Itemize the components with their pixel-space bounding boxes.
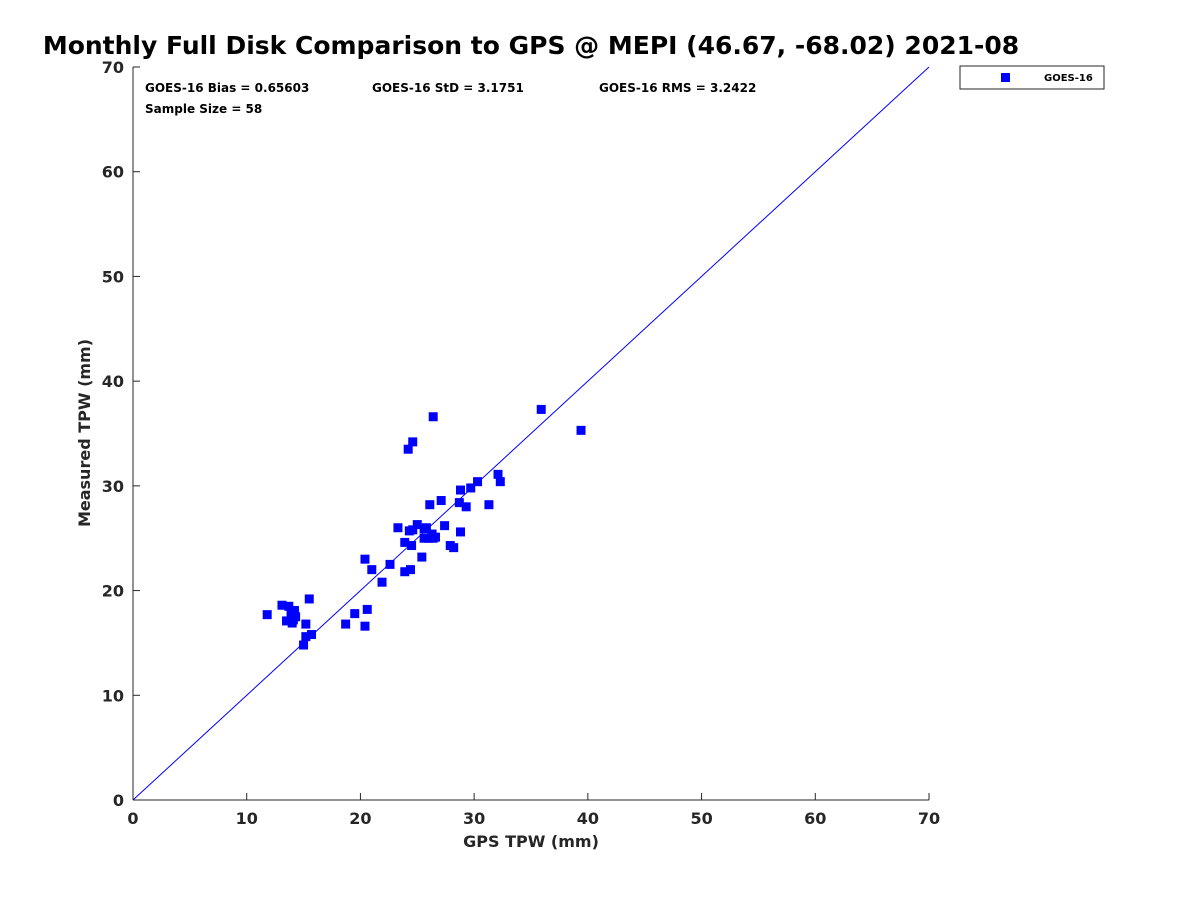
data-point — [428, 412, 438, 422]
x-tick-label: 30 — [463, 809, 485, 828]
data-point — [341, 619, 351, 629]
y-tick-label: 10 — [102, 686, 124, 705]
x-tick-label: 70 — [918, 809, 940, 828]
y-axis-label: Measured TPW (mm) — [75, 339, 94, 527]
data-point — [495, 477, 505, 487]
data-points — [262, 404, 586, 650]
data-point — [576, 425, 586, 435]
data-point — [536, 404, 546, 414]
data-point — [299, 640, 309, 650]
data-point — [484, 500, 494, 510]
y-tick-label: 40 — [102, 372, 124, 391]
data-point — [461, 502, 471, 512]
data-point — [408, 525, 418, 535]
data-point — [455, 485, 465, 495]
bias-stat: GOES-16 Bias = 0.65603 — [145, 81, 309, 95]
x-tick-label: 60 — [804, 809, 826, 828]
legend-marker-square — [1001, 73, 1010, 82]
x-tick-label: 50 — [690, 809, 712, 828]
data-point — [400, 537, 410, 547]
data-point — [287, 618, 297, 628]
data-point — [403, 444, 413, 454]
data-point — [466, 483, 476, 493]
data-point — [421, 523, 431, 533]
axis-ticks: 0 10 20 30 40 50 60 70 0 10 20 30 40 50 60 70 — [102, 58, 940, 828]
sample-size-stat: Sample Size = 58 — [145, 102, 262, 116]
data-point — [277, 600, 287, 610]
data-point — [377, 577, 387, 587]
data-point — [367, 565, 377, 575]
chart-title: Monthly Full Disk Comparison to GPS @ ME… — [43, 31, 1019, 60]
y-tick-label: 60 — [102, 163, 124, 182]
y-tick-label: 20 — [102, 582, 124, 601]
one-to-one-reference-line — [132, 66, 930, 801]
x-tick-label: 0 — [127, 809, 138, 828]
data-point — [291, 612, 301, 622]
data-point — [304, 594, 314, 604]
data-point — [400, 567, 410, 577]
data-point — [307, 630, 317, 640]
data-point — [262, 610, 272, 620]
data-point — [430, 532, 440, 542]
data-point — [493, 469, 503, 479]
data-point — [455, 527, 465, 537]
x-tick-label: 20 — [349, 809, 371, 828]
data-point — [440, 521, 450, 531]
data-point — [417, 552, 427, 562]
data-point — [412, 520, 422, 530]
legend-label-goes-16: GOES-16 — [1044, 73, 1093, 84]
x-axis-label: GPS TPW (mm) — [463, 832, 599, 851]
data-point — [425, 500, 435, 510]
std-stat: GOES-16 StD = 3.1751 — [372, 81, 524, 95]
data-point — [362, 604, 372, 614]
rms-stat: GOES-16 RMS = 3.2422 — [599, 81, 756, 95]
x-tick-label: 40 — [577, 809, 599, 828]
data-point — [436, 496, 446, 506]
legend-box — [959, 65, 1105, 90]
data-point — [284, 601, 294, 611]
x-tick-label: 10 — [236, 809, 258, 828]
data-point — [301, 632, 311, 642]
plot-area: 0 10 20 30 40 50 60 70 0 10 20 30 40 50 60 70 — [102, 58, 940, 828]
data-point — [405, 565, 415, 575]
data-point — [454, 498, 464, 508]
data-point — [408, 437, 418, 447]
y-tick-label: 70 — [102, 58, 124, 77]
data-point — [350, 609, 360, 619]
y-tick-label: 50 — [102, 267, 124, 286]
data-point — [385, 559, 395, 569]
data-point — [360, 621, 370, 631]
data-point — [360, 554, 370, 564]
data-point — [473, 477, 483, 487]
legend: GOES-16 — [959, 65, 1105, 90]
data-point — [282, 616, 292, 626]
data-point — [419, 533, 429, 543]
y-tick-label: 30 — [102, 477, 124, 496]
data-point — [449, 543, 459, 553]
data-point — [407, 541, 417, 551]
data-point — [289, 605, 299, 615]
data-point — [301, 619, 311, 629]
data-point — [393, 523, 403, 533]
y-tick-label: 0 — [113, 791, 124, 810]
